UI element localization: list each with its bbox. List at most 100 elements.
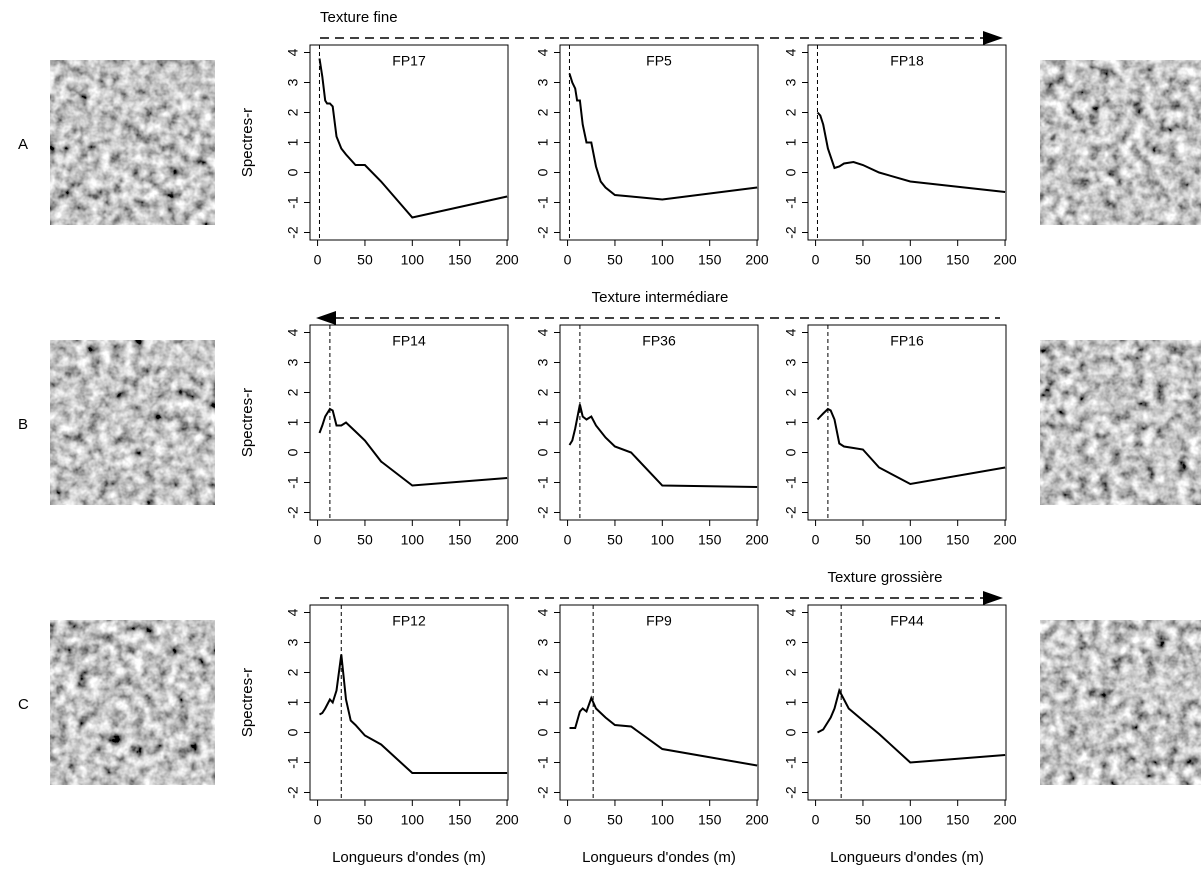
- y-tick-label: -1: [285, 476, 301, 489]
- y-tick-label: 4: [285, 328, 301, 336]
- x-tick-label: 100: [401, 532, 425, 548]
- data-line: [569, 695, 758, 767]
- y-tick-label: 2: [535, 108, 551, 116]
- x-tick-label: 200: [495, 812, 519, 828]
- y-tick-label: 2: [285, 668, 301, 676]
- x-tick-label: 100: [651, 252, 675, 268]
- x-tick-label: 150: [448, 812, 472, 828]
- x-tick-label: 100: [651, 532, 675, 548]
- x-tick-label: 0: [314, 252, 322, 268]
- x-tick-label: 50: [357, 252, 373, 268]
- y-tick-label: 2: [535, 668, 551, 676]
- y-tick-label: -1: [535, 756, 551, 769]
- y-tick-label: 4: [285, 48, 301, 56]
- y-tick-label: 4: [535, 328, 551, 336]
- y-tick-label: 1: [535, 138, 551, 146]
- y-tick-label: -2: [285, 226, 301, 239]
- x-tick-label: 0: [812, 252, 820, 268]
- data-line: [816, 111, 1006, 193]
- x-tick-label: 100: [899, 532, 923, 548]
- x-tick-label: 150: [698, 532, 722, 548]
- y-tick-label: 1: [285, 138, 301, 146]
- plot-frame: [807, 44, 1007, 241]
- x-tick-label: 150: [448, 252, 472, 268]
- x-tick-label: 100: [899, 812, 923, 828]
- row-label: C: [18, 696, 29, 713]
- x-tick-label: 150: [698, 812, 722, 828]
- x-tick-label: 100: [401, 812, 425, 828]
- data-line: [319, 654, 508, 774]
- x-tick-label: 0: [314, 532, 322, 548]
- y-axis-label: Spectres-r: [239, 108, 256, 177]
- data-line: [568, 73, 758, 201]
- y-tick-label: 3: [535, 638, 551, 646]
- y-tick-label: -2: [783, 226, 799, 239]
- x-tick-label: 150: [946, 252, 970, 268]
- chart-title: FP9: [646, 613, 672, 629]
- y-tick-label: -2: [285, 786, 301, 799]
- arrow-label: Texture grossière: [827, 569, 942, 586]
- x-tick-label: 150: [698, 252, 722, 268]
- y-tick-label: -1: [535, 196, 551, 209]
- x-tick-label: 50: [855, 532, 871, 548]
- y-tick-label: 1: [535, 418, 551, 426]
- y-tick-label: 1: [783, 138, 799, 146]
- texture-image: [1039, 619, 1201, 786]
- texture-image: [1039, 59, 1201, 226]
- y-tick-label: 4: [535, 48, 551, 56]
- x-tick-label: 150: [448, 532, 472, 548]
- y-tick-label: 3: [285, 638, 301, 646]
- y-tick-label: 3: [783, 358, 799, 366]
- texture-image: [49, 59, 216, 226]
- x-tick-label: 100: [401, 252, 425, 268]
- arrow-head: [316, 311, 336, 325]
- y-tick-label: 1: [285, 698, 301, 706]
- texture-image: [49, 619, 216, 786]
- y-tick-label: -2: [285, 506, 301, 519]
- y-tick-label: -2: [783, 786, 799, 799]
- x-tick-label: 100: [651, 812, 675, 828]
- y-tick-label: 2: [535, 388, 551, 396]
- texture-image: [49, 339, 216, 506]
- x-tick-label: 200: [495, 532, 519, 548]
- chart-title: FP14: [392, 333, 426, 349]
- y-tick-label: 1: [783, 418, 799, 426]
- x-tick-label: 200: [745, 812, 769, 828]
- x-tick-label: 0: [564, 812, 572, 828]
- y-tick-label: 1: [783, 698, 799, 706]
- arrow-head: [983, 591, 1003, 605]
- x-tick-label: 200: [745, 532, 769, 548]
- y-tick-label: -1: [285, 756, 301, 769]
- y-tick-label: 3: [783, 638, 799, 646]
- x-tick-label: 200: [745, 252, 769, 268]
- plot-frame: [559, 324, 759, 521]
- y-tick-label: 1: [285, 418, 301, 426]
- x-tick-label: 150: [946, 812, 970, 828]
- y-tick-label: 0: [783, 448, 799, 456]
- chart-title: FP16: [890, 333, 924, 349]
- y-tick-label: 0: [285, 168, 301, 176]
- x-axis-label: Longueurs d'ondes (m): [830, 849, 984, 866]
- y-tick-label: -1: [535, 476, 551, 489]
- data-line: [816, 407, 1006, 486]
- y-tick-label: 2: [783, 388, 799, 396]
- x-axis-label: Longueurs d'ondes (m): [332, 849, 486, 866]
- chart-title: FP5: [646, 53, 672, 69]
- y-tick-label: -2: [535, 226, 551, 239]
- x-tick-label: 0: [812, 532, 820, 548]
- x-tick-label: 200: [495, 252, 519, 268]
- y-tick-label: 1: [535, 698, 551, 706]
- y-tick-label: 4: [783, 48, 799, 56]
- data-line: [817, 687, 1006, 764]
- y-tick-label: 2: [285, 388, 301, 396]
- chart-title: FP18: [890, 53, 924, 69]
- arrow-label: Texture fine: [320, 9, 398, 26]
- y-tick-label: 4: [783, 328, 799, 336]
- y-tick-label: -2: [783, 506, 799, 519]
- y-tick-label: -1: [783, 756, 799, 769]
- y-tick-label: 0: [285, 728, 301, 736]
- y-tick-label: -1: [783, 476, 799, 489]
- x-tick-label: 50: [855, 252, 871, 268]
- x-tick-label: 50: [855, 812, 871, 828]
